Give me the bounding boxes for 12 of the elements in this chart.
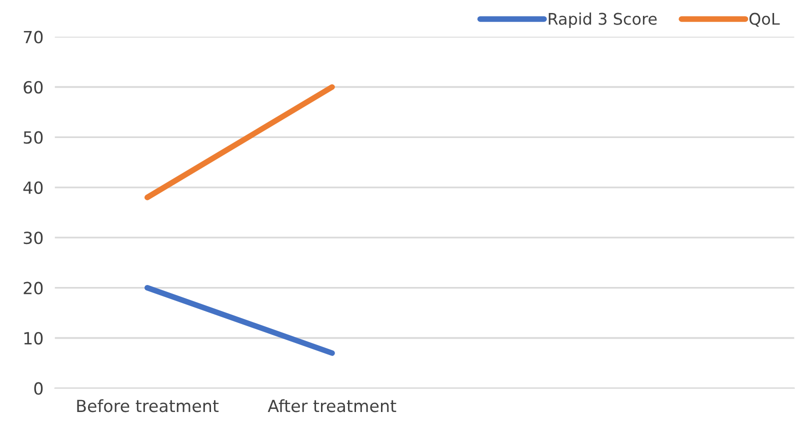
y-tick-label: 0 bbox=[34, 382, 43, 395]
x-tick-label: After treatment bbox=[268, 399, 396, 412]
y-tick-label: 30 bbox=[24, 232, 43, 244]
x-tick-label: Before treatment bbox=[77, 399, 219, 412]
y-tick-label: 20 bbox=[24, 282, 43, 294]
legend-label: Rapid 3 Score bbox=[548, 12, 657, 28]
y-tick-label: 60 bbox=[24, 80, 43, 94]
legend-label: QoL bbox=[749, 12, 780, 27]
y-tick-label: 40 bbox=[23, 181, 43, 194]
y-tick-label: 50 bbox=[24, 131, 43, 144]
y-tick-label: 70 bbox=[24, 30, 43, 44]
y-tick-label: 10 bbox=[24, 332, 43, 345]
